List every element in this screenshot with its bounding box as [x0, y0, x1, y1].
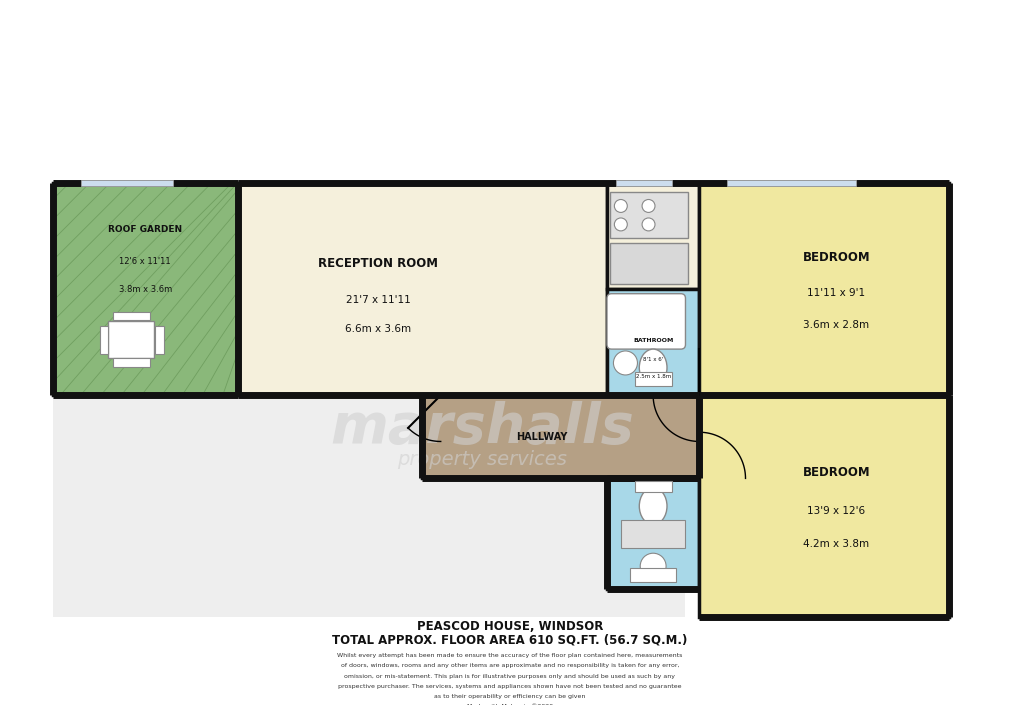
Text: prospective purchaser. The services, systems and appliances shown have not been : prospective purchaser. The services, sys… — [338, 684, 681, 689]
Bar — [634, 482, 671, 492]
Text: 13'9 x 12'6: 13'9 x 12'6 — [807, 505, 865, 515]
Bar — [113, 312, 150, 321]
Text: property services: property services — [397, 450, 567, 470]
Text: 8'1 x 6': 8'1 x 6' — [642, 357, 662, 362]
Ellipse shape — [639, 488, 666, 525]
Bar — [155, 326, 163, 354]
Text: ROOF GARDEN: ROOF GARDEN — [108, 225, 182, 234]
Bar — [53, 396, 685, 617]
Bar — [422, 396, 699, 479]
Text: PEASCOD HOUSE, WINDSOR: PEASCOD HOUSE, WINDSOR — [417, 620, 602, 632]
Text: Whilst every attempt has been made to ensure the accuracy of the floor plan cont: Whilst every attempt has been made to en… — [337, 654, 682, 658]
Bar — [606, 479, 699, 589]
Bar — [634, 372, 671, 386]
Text: 3.6m x 2.8m: 3.6m x 2.8m — [803, 320, 868, 330]
Bar — [237, 183, 606, 396]
Text: 4.2m x 3.8m: 4.2m x 3.8m — [803, 539, 868, 548]
Text: BEDROOM: BEDROOM — [802, 251, 869, 264]
FancyBboxPatch shape — [606, 294, 685, 349]
Text: 12'6 x 11'11: 12'6 x 11'11 — [119, 257, 171, 266]
Text: 11'11 x 9'1: 11'11 x 9'1 — [807, 288, 865, 298]
Bar — [609, 192, 688, 238]
Bar — [621, 520, 685, 548]
Circle shape — [612, 351, 637, 375]
Text: 6.6m x 3.6m: 6.6m x 3.6m — [344, 324, 411, 334]
Circle shape — [613, 200, 627, 212]
Text: HALLWAY: HALLWAY — [516, 432, 567, 442]
Bar — [108, 321, 154, 358]
Bar — [699, 183, 948, 396]
Text: Made with Metropix ©2020: Made with Metropix ©2020 — [467, 704, 552, 705]
Bar — [113, 358, 150, 367]
Bar — [606, 289, 699, 396]
Text: as to their operability or efficiency can be given: as to their operability or efficiency ca… — [434, 694, 585, 699]
Bar — [615, 180, 671, 185]
Text: of doors, windows, rooms and any other items are approximate and no responsibili: of doors, windows, rooms and any other i… — [340, 663, 679, 668]
Text: TOTAL APPROX. FLOOR AREA 610 SQ.FT. (56.7 SQ.M.): TOTAL APPROX. FLOOR AREA 610 SQ.FT. (56.… — [332, 634, 687, 646]
Text: BATHROOM: BATHROOM — [633, 338, 673, 343]
Ellipse shape — [639, 349, 666, 386]
Text: omission, or mis-statement. This plan is for illustrative purposes only and shou: omission, or mis-statement. This plan is… — [344, 673, 675, 678]
Bar — [100, 326, 108, 354]
Circle shape — [640, 553, 665, 579]
Text: RECEPTION ROOM: RECEPTION ROOM — [318, 257, 437, 270]
Text: BEDROOM: BEDROOM — [802, 467, 869, 479]
Circle shape — [641, 218, 654, 231]
Text: marshalls: marshalls — [330, 400, 634, 455]
Bar — [606, 183, 699, 289]
Bar — [53, 183, 237, 396]
Bar — [699, 396, 948, 617]
Bar — [609, 243, 688, 284]
Text: 21'7 x 11'11: 21'7 x 11'11 — [345, 295, 410, 305]
Bar — [727, 180, 856, 185]
Circle shape — [613, 218, 627, 231]
Text: 2.5m x 1.8m: 2.5m x 1.8m — [635, 374, 671, 379]
Polygon shape — [92, 686, 108, 705]
Polygon shape — [108, 693, 131, 705]
Text: 3.8m x 3.6m: 3.8m x 3.6m — [118, 285, 171, 293]
Bar — [81, 180, 173, 185]
Circle shape — [641, 200, 654, 212]
Bar — [630, 568, 676, 582]
